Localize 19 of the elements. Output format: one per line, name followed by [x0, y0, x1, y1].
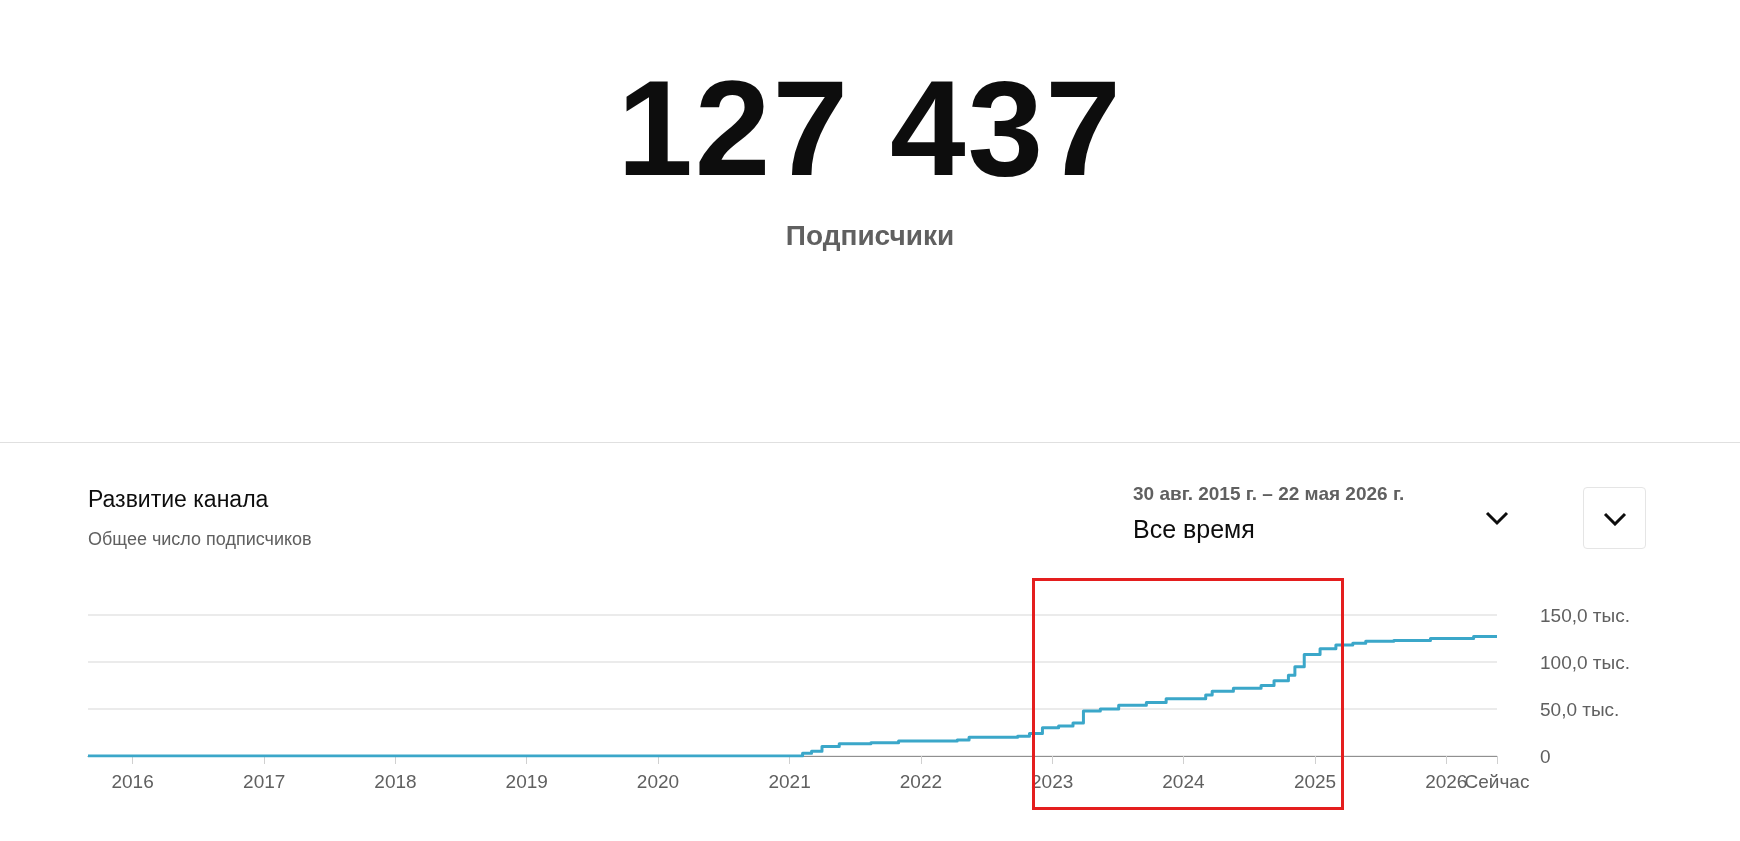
- y-tick-label: 50,0 тыс.: [1540, 698, 1620, 720]
- x-tick-label: 2019: [505, 771, 548, 792]
- y-tick-label: 0: [1540, 745, 1551, 767]
- text: Все время: [1133, 515, 1255, 544]
- text: 127 437: [616, 51, 1124, 206]
- chart-title: Развитие канала: [88, 486, 269, 513]
- y-tick-label: 100,0 тыс.: [1540, 651, 1630, 673]
- y-tick-label: 150,0 тыс.: [1540, 604, 1630, 626]
- x-tick-label: 2021: [768, 771, 811, 792]
- x-tick-label: 2018: [374, 771, 417, 792]
- x-tick-label: 2017: [243, 771, 286, 792]
- text: Подписчики: [784, 220, 956, 252]
- chart-subtitle: Общее число подписчиков: [88, 529, 312, 550]
- x-tick-label: 2022: [899, 771, 943, 792]
- x-tick-label: 2020: [636, 771, 680, 792]
- x-tick-label: 2025: [1293, 771, 1337, 792]
- x-tick-label: 2024: [1162, 771, 1205, 792]
- x-tick-label: 2016: [111, 771, 154, 792]
- text: 30 авг. 2015 г. – 22 мая 2026 г.: [1133, 483, 1405, 505]
